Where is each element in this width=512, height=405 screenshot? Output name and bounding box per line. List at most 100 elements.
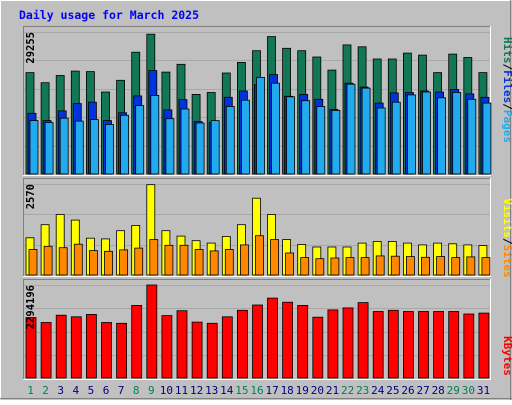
pages-bar — [210, 120, 220, 175]
sites-bar — [224, 249, 234, 276]
pages-bar — [59, 117, 69, 175]
sites-bar — [43, 245, 53, 276]
sites-bar — [134, 247, 144, 276]
day-label: 28 — [432, 384, 445, 397]
day-label: 3 — [57, 384, 64, 397]
pages-bar — [331, 110, 341, 175]
kbytes-bar — [161, 315, 173, 379]
day-label: 14 — [220, 384, 234, 397]
kbytes-bar — [387, 309, 399, 379]
sites-bar — [451, 257, 461, 276]
pages-bar — [406, 94, 416, 175]
day-label: 13 — [205, 384, 218, 397]
pages-bar — [225, 106, 235, 175]
day-label: 21 — [326, 384, 339, 397]
kbytes-bar — [448, 311, 460, 379]
kbytes-bar — [433, 311, 445, 379]
pages-bar — [376, 107, 386, 175]
kbytes-bar — [418, 311, 429, 379]
pages-bar — [346, 83, 356, 175]
day-label: 4 — [72, 384, 79, 397]
sites-bar — [209, 250, 219, 276]
pages-bar — [150, 95, 160, 175]
day-label: 27 — [416, 384, 429, 397]
pages-bar — [90, 119, 99, 175]
pages-bar — [165, 118, 175, 175]
x-axis-day-labels: 1 2 3 4 5 6 7 8 9 10 11 12 13 14 15 16 17 18 19 20 21 22 23 24 2… — [27, 384, 490, 397]
pages-bar — [271, 82, 280, 175]
day-label: 17 — [265, 384, 278, 397]
legend-item: KBytes — [501, 336, 512, 376]
sites-bar — [255, 235, 264, 276]
day-label: 24 — [371, 384, 385, 397]
legend-item: Files — [501, 70, 512, 103]
legend-item: / — [501, 238, 512, 245]
pages-bar — [256, 77, 265, 175]
day-label: 19 — [296, 384, 309, 397]
day-label: 9 — [148, 384, 155, 397]
pages-bar — [422, 91, 431, 175]
legend-item: Sites — [501, 245, 512, 278]
chart-title: Daily usage for March 2025 — [19, 8, 199, 22]
sites-bar — [421, 256, 430, 276]
sites-bar — [330, 257, 340, 276]
pages-bar — [391, 101, 401, 175]
sites-bar — [466, 256, 476, 276]
hits-files-pages-panel — [23, 26, 492, 176]
kbytes-bar — [463, 313, 475, 379]
pages-bar — [29, 120, 39, 175]
sites-bar — [405, 256, 415, 276]
kbytes-bar — [357, 302, 369, 379]
day-label: 30 — [462, 384, 475, 397]
sites-bar — [149, 239, 159, 276]
pages-bar — [195, 122, 205, 175]
sites-bar — [436, 256, 446, 276]
pages-bar — [316, 106, 326, 175]
sites-bar — [73, 243, 83, 276]
sites-bar — [239, 244, 249, 276]
kbytes-bar — [267, 297, 278, 379]
legend-label-hits-files-pages: Hits/Files/Pages — [501, 37, 512, 143]
pages-bar — [301, 100, 311, 175]
y-max-label-kbytes: 2294196 — [25, 285, 37, 329]
day-label: 10 — [160, 384, 173, 397]
day-label: 23 — [356, 384, 369, 397]
sites-bar — [315, 258, 325, 276]
kbytes-bar — [297, 304, 309, 379]
sites-bar — [28, 249, 38, 276]
legend-item: Pages — [501, 110, 512, 143]
day-label: 11 — [175, 384, 188, 397]
legend-item: / — [501, 103, 512, 110]
day-label: 5 — [88, 384, 95, 397]
kbytes-bar — [70, 316, 82, 379]
sites-bar — [119, 249, 128, 276]
day-label: 26 — [401, 384, 414, 397]
kbytes-bar — [146, 284, 158, 379]
kbytes-bar — [327, 309, 339, 379]
legend-label-kbytes: KBytes — [501, 336, 512, 376]
legend-item: / — [501, 64, 512, 71]
day-label: 20 — [311, 384, 324, 397]
kbytes-bar — [372, 311, 384, 379]
legend-visits-sites: Visits/Sites — [501, 198, 512, 278]
pages-bar — [452, 92, 462, 175]
pages-bar — [467, 98, 477, 175]
kbytes-bar — [55, 314, 67, 379]
legend-kbytes: KBytes — [501, 336, 512, 376]
kbytes-bar — [86, 313, 97, 379]
day-label: 16 — [250, 384, 263, 397]
legend-item: Visits — [501, 198, 512, 238]
kbytes-bar — [282, 301, 294, 379]
sites-bar — [285, 252, 295, 276]
sites-bar — [179, 244, 189, 276]
sites-bar — [194, 249, 204, 276]
day-label: 7 — [118, 384, 125, 397]
day-label: 1 — [27, 384, 34, 397]
pages-bar — [135, 105, 145, 175]
sites-bar — [300, 257, 310, 276]
kbytes-bar — [402, 311, 414, 379]
day-label: 15 — [235, 384, 248, 397]
kbytes-bar — [342, 307, 354, 379]
